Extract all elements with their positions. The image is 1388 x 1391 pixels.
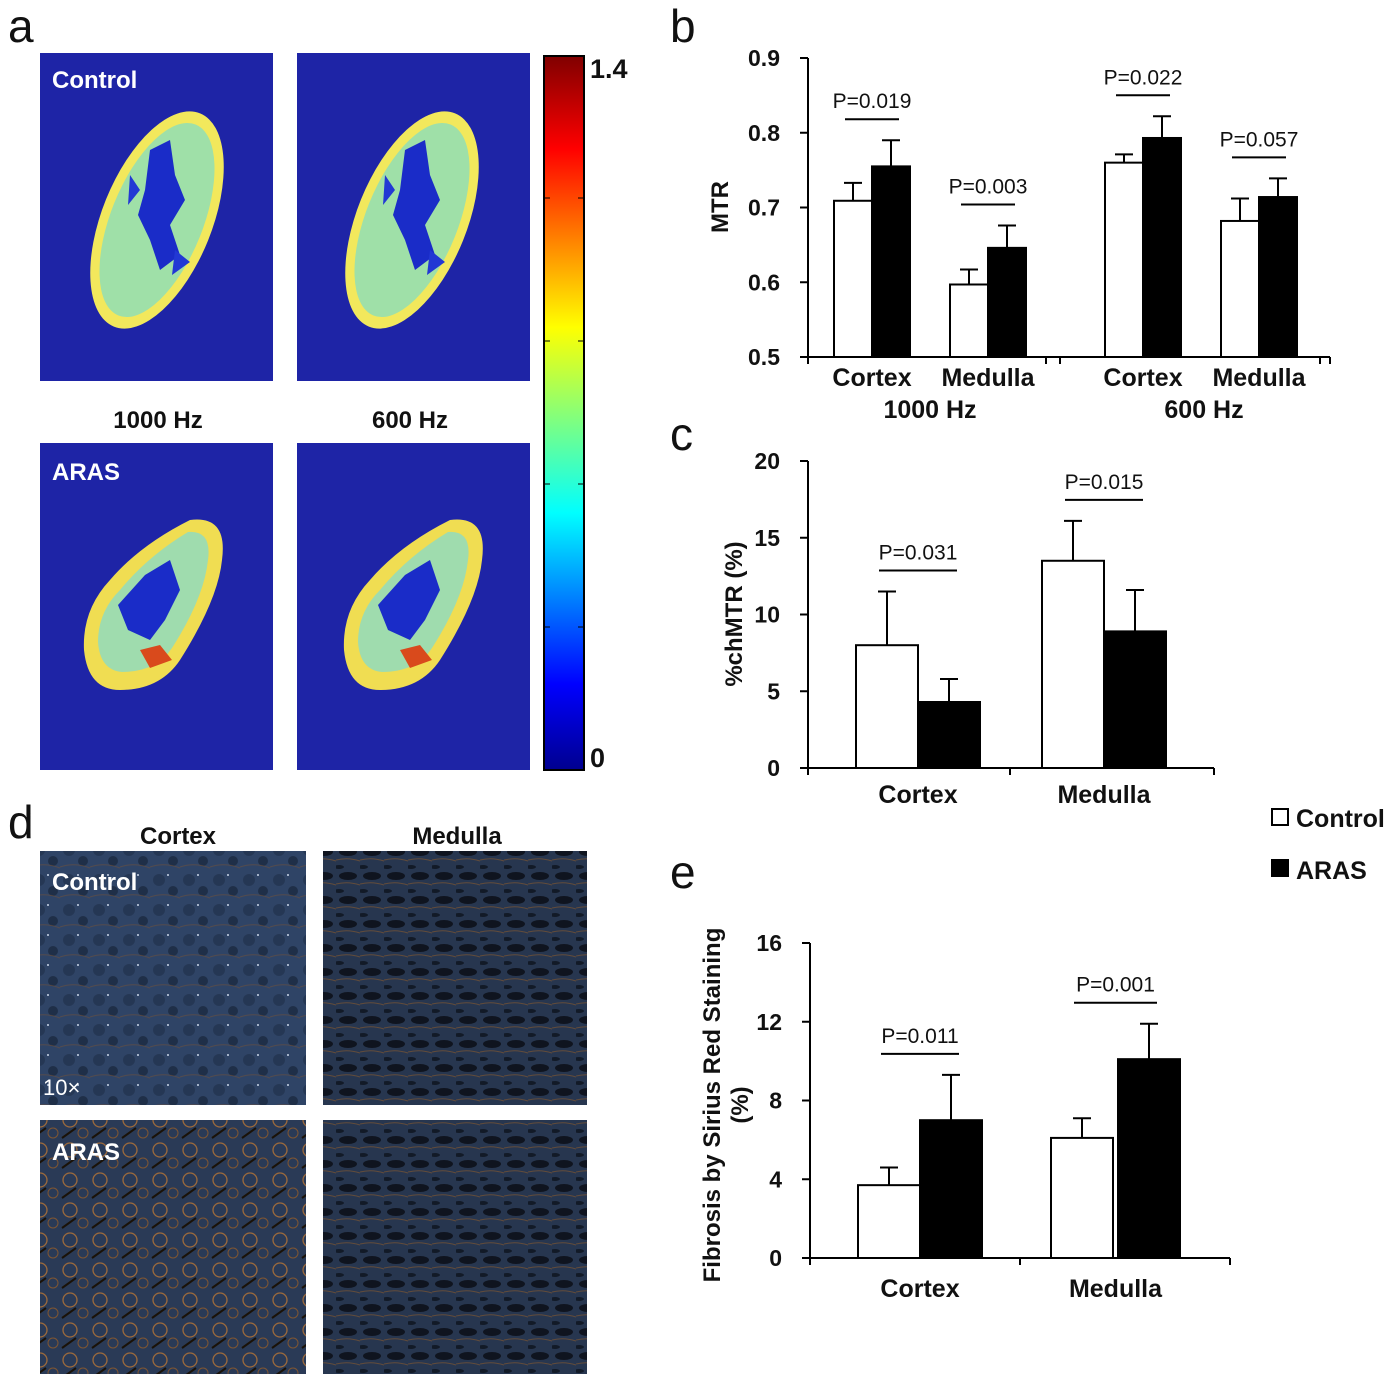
pvalue-label: P=0.001 bbox=[1076, 974, 1155, 997]
mtr-map-aras-600hz bbox=[297, 443, 530, 770]
histology-aras-cortex bbox=[40, 1120, 306, 1374]
category-label: Cortex bbox=[832, 364, 911, 392]
legend-swatch-control bbox=[1271, 808, 1289, 826]
freq-label-1000: 1000 Hz bbox=[113, 407, 202, 434]
bar-aras-cortex bbox=[917, 700, 981, 769]
histo-col-cortex: Cortex bbox=[140, 823, 217, 850]
bar-aras-medulla bbox=[1258, 196, 1298, 358]
bar-aras-medulla bbox=[987, 246, 1027, 359]
mtr-map-control-1000hz bbox=[40, 53, 273, 381]
chart-b-mtr: 0.5 0.6 0.7 0.8 0.9 P=0.019 Cortex P=0.003 Medul… bbox=[707, 45, 1331, 424]
chart-c-chmtr: 0 5 10 15 20 P=0.031 Cortex P=0.015 Medulla %chMT… bbox=[721, 448, 1215, 809]
bar-control-cortex bbox=[1104, 161, 1144, 358]
y-tick-label: 0.6 bbox=[748, 269, 780, 295]
y-tick-label: 0 bbox=[769, 1245, 782, 1271]
y-tick-label: 0.7 bbox=[748, 195, 780, 221]
panel-letter-e: e bbox=[670, 846, 696, 898]
pvalue-label: P=0.019 bbox=[833, 90, 912, 113]
bar-control-medulla bbox=[1041, 559, 1105, 770]
category-label: Cortex bbox=[878, 781, 957, 809]
category-label: Cortex bbox=[880, 1275, 959, 1303]
y-axis-label: Fibrosis by Sirius Red Staining bbox=[699, 928, 726, 1283]
y-tick-label: 15 bbox=[754, 525, 780, 551]
magnification-label: 10× bbox=[43, 1075, 80, 1100]
category-label: Medulla bbox=[1069, 1275, 1163, 1303]
mtr-map-aras-1000hz bbox=[40, 443, 273, 770]
bar-aras-cortex bbox=[1142, 136, 1182, 358]
y-axis-label: MTR bbox=[707, 181, 734, 233]
chart-e-fibrosis: 0 4 8 12 16 P=0.011 Cortex P=0.001 Medulla Fibros… bbox=[699, 928, 1231, 1303]
category-label: Medulla bbox=[1057, 781, 1151, 809]
legend-label-aras: ARAS bbox=[1296, 857, 1367, 885]
y-tick-label: 20 bbox=[754, 448, 780, 474]
y-tick-label: 0.9 bbox=[748, 45, 780, 71]
category-label: Cortex bbox=[1103, 364, 1182, 392]
y-tick-label: 0 bbox=[767, 755, 780, 781]
bar-control-cortex bbox=[855, 644, 919, 770]
colorbar bbox=[543, 55, 585, 771]
pvalue-label: P=0.022 bbox=[1104, 66, 1183, 89]
pvalue-label: P=0.031 bbox=[879, 541, 958, 564]
bar-aras-medulla bbox=[1117, 1058, 1181, 1259]
histology-aras-medulla bbox=[323, 1120, 587, 1374]
group-label: 1000 Hz bbox=[883, 396, 976, 424]
bar-aras-cortex bbox=[871, 165, 911, 358]
legend-label-control: Control bbox=[1296, 805, 1385, 833]
panel-letter-d: d bbox=[8, 796, 34, 848]
mtr-map-control-600hz bbox=[297, 53, 530, 381]
histo-row-aras: ARAS bbox=[52, 1139, 120, 1166]
y-tick-label: 0.8 bbox=[748, 120, 780, 146]
colorbar-max-label: 1.4 bbox=[590, 54, 628, 84]
y-tick-label: 12 bbox=[756, 1009, 782, 1035]
histology-control-medulla bbox=[323, 851, 587, 1105]
freq-label-600: 600 Hz bbox=[372, 407, 448, 434]
group-label: 600 Hz bbox=[1164, 396, 1243, 424]
y-axis-label: (%) bbox=[727, 1086, 754, 1123]
pvalue-label: P=0.003 bbox=[949, 175, 1028, 198]
histo-col-medulla: Medulla bbox=[412, 823, 502, 850]
bar-aras-medulla bbox=[1103, 630, 1167, 770]
pvalue-label: P=0.011 bbox=[881, 1025, 958, 1048]
bar-aras-cortex bbox=[919, 1119, 983, 1259]
category-label: Medulla bbox=[941, 364, 1035, 392]
panel-letter-b: b bbox=[670, 0, 696, 52]
y-tick-label: 10 bbox=[754, 602, 780, 628]
panel-letter-a: a bbox=[8, 0, 34, 52]
bar-control-cortex bbox=[857, 1184, 921, 1259]
y-tick-label: 16 bbox=[756, 930, 782, 956]
bar-control-medulla bbox=[1050, 1136, 1114, 1259]
bar-control-medulla bbox=[949, 283, 989, 358]
y-axis-label: %chMTR (%) bbox=[721, 541, 748, 686]
histo-row-control: Control bbox=[52, 869, 137, 896]
y-tick-label: 5 bbox=[767, 678, 780, 704]
legend-swatch-aras bbox=[1271, 859, 1289, 877]
y-tick-label: 8 bbox=[769, 1088, 782, 1114]
panel-letter-c: c bbox=[670, 408, 693, 460]
map-label-aras: ARAS bbox=[52, 459, 120, 486]
legend: Control ARAS bbox=[1271, 805, 1385, 885]
pvalue-label: P=0.057 bbox=[1220, 128, 1299, 151]
bar-control-cortex bbox=[833, 199, 873, 358]
map-label-control: Control bbox=[52, 67, 137, 94]
histology-control-cortex bbox=[40, 851, 306, 1105]
y-tick-label: 0.5 bbox=[748, 344, 780, 370]
colorbar-min-label: 0 bbox=[590, 743, 605, 773]
bar-control-medulla bbox=[1220, 219, 1260, 358]
category-label: Medulla bbox=[1212, 364, 1306, 392]
y-tick-label: 4 bbox=[769, 1166, 782, 1192]
pvalue-label: P=0.015 bbox=[1065, 471, 1144, 494]
